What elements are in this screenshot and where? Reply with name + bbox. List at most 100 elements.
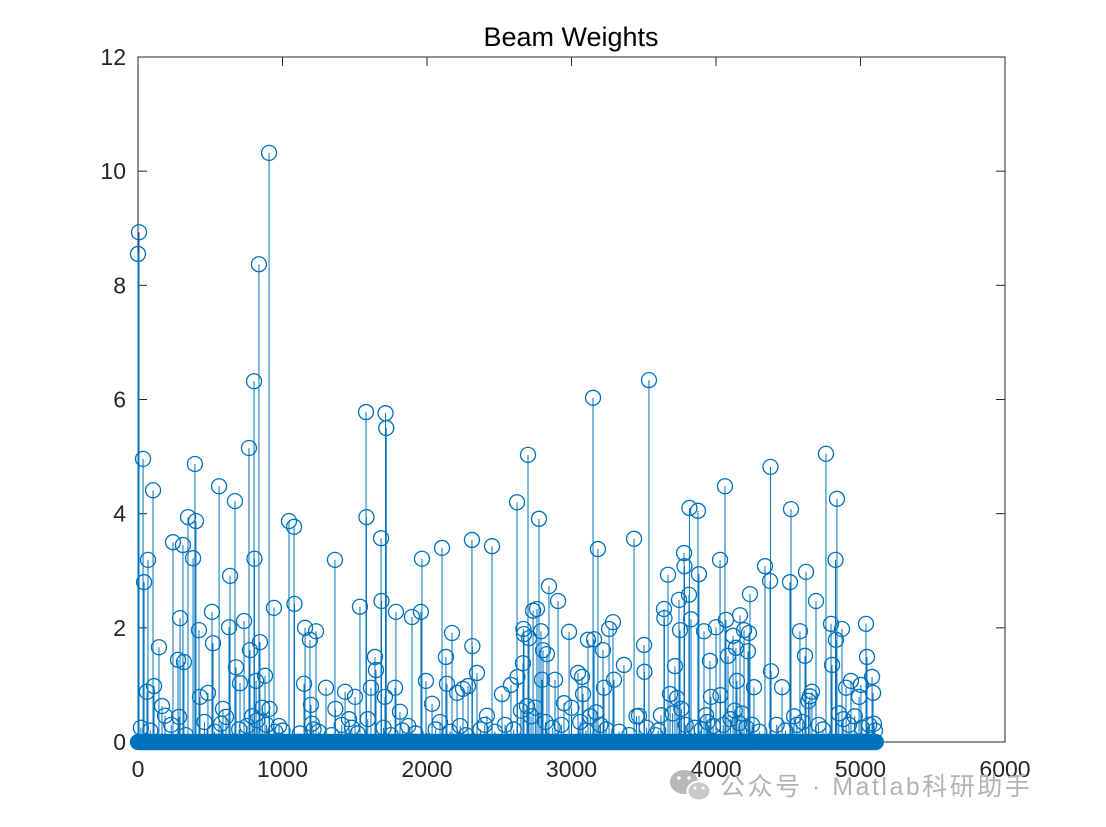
stem-marker xyxy=(417,672,435,690)
stem-marker xyxy=(227,659,245,676)
y-tick-label: 6 xyxy=(113,387,126,413)
stem-marker xyxy=(260,144,278,162)
stem-marker xyxy=(615,656,633,674)
stem-marker xyxy=(357,403,375,421)
stem-marker xyxy=(244,708,261,725)
stem-marker xyxy=(666,657,684,675)
stem-marker xyxy=(241,641,259,659)
stem-marker xyxy=(403,608,421,626)
stem-marker xyxy=(864,684,882,702)
stem-marker xyxy=(664,705,681,722)
stem-marker xyxy=(245,373,263,390)
stem-marker xyxy=(254,699,271,716)
stem-marker xyxy=(240,439,258,457)
stem-marker xyxy=(711,551,729,569)
stem-marker xyxy=(327,700,344,718)
axis-tick-labels: 0 1000 2000 3000 4000 5000 6000 0 2 4 6 8 10 12 xyxy=(100,44,1030,782)
x-tick-label: 0 xyxy=(132,756,145,782)
stem-marker xyxy=(246,550,263,567)
stem-marker xyxy=(739,643,757,660)
stem-marker xyxy=(573,668,591,686)
stem-marker xyxy=(569,664,587,682)
stem-marker xyxy=(676,558,693,575)
x-tick-label: 5000 xyxy=(835,756,886,782)
stem-marker xyxy=(493,685,511,703)
stem-marker xyxy=(515,625,533,643)
stem-marker xyxy=(768,716,785,734)
y-tick-label: 8 xyxy=(113,272,126,298)
stem-marker xyxy=(163,716,180,734)
stem-marker xyxy=(846,708,863,725)
stem-marker xyxy=(628,708,645,725)
stem-marker xyxy=(840,716,858,734)
stem-marker xyxy=(164,534,182,551)
watermark-text: 公众号 · Matlab科研助手 xyxy=(720,773,1032,801)
stem-marker xyxy=(716,478,734,495)
stem-marker xyxy=(681,499,698,517)
stem-marker xyxy=(134,450,152,468)
stem-marker xyxy=(212,715,230,732)
stem-marker xyxy=(515,620,532,638)
stem-marker xyxy=(186,455,204,473)
stem-marker xyxy=(605,671,623,688)
stem-marker xyxy=(534,641,552,659)
stem-marker xyxy=(145,677,163,695)
stem-marker xyxy=(135,574,153,591)
stem-marker xyxy=(822,615,840,632)
stem-marker xyxy=(852,676,870,694)
stem-marker xyxy=(250,256,268,273)
stem-marker xyxy=(387,603,405,620)
x-tick-label: 1000 xyxy=(257,756,308,782)
stem-marker xyxy=(727,639,745,656)
stem-marker xyxy=(527,699,544,716)
stem-marker xyxy=(286,595,303,613)
stem-marker xyxy=(579,631,597,648)
stem-marker xyxy=(204,635,222,652)
stem-marker xyxy=(423,695,441,712)
stem-marker xyxy=(563,699,580,716)
stem-marker xyxy=(530,510,548,527)
stem-marker xyxy=(150,639,168,656)
y-tick-label: 4 xyxy=(113,501,126,527)
stem-marker xyxy=(438,675,456,692)
stem-marker xyxy=(522,708,540,725)
stem-marker xyxy=(823,656,841,674)
stem-marker xyxy=(659,566,677,583)
stem-marker xyxy=(762,458,779,476)
stem-marker xyxy=(336,683,354,700)
stem-marker xyxy=(196,713,213,731)
stem-marker xyxy=(546,671,564,688)
stem-marker xyxy=(508,494,526,511)
stem-marker xyxy=(174,536,192,554)
stem-marker xyxy=(376,688,394,706)
stem-marker xyxy=(519,446,537,464)
stem-marker xyxy=(509,668,526,686)
stem-marker xyxy=(362,679,380,696)
stem-marker xyxy=(817,445,835,462)
stem-marker xyxy=(296,619,314,636)
stem-marker xyxy=(144,482,162,499)
stem-marker xyxy=(594,641,612,659)
stem-marker xyxy=(280,512,298,530)
stem-marker xyxy=(830,705,847,722)
stem-marker xyxy=(670,591,688,609)
stem-marker xyxy=(540,578,558,595)
stem-marker xyxy=(731,607,749,624)
wechat-icon xyxy=(670,770,712,802)
stem-marker xyxy=(656,609,673,627)
stem-marker xyxy=(437,648,455,666)
stem-marker xyxy=(796,647,814,664)
stem-marker xyxy=(762,663,780,680)
stem-marker xyxy=(210,478,228,495)
stem-marker xyxy=(857,615,875,632)
stem-marker xyxy=(333,716,350,734)
stem-marker xyxy=(413,550,431,567)
stem-marker xyxy=(740,624,758,642)
stem-marker xyxy=(235,612,253,630)
stem-marker xyxy=(587,704,605,721)
stem-marker xyxy=(190,621,208,639)
stem-marker xyxy=(270,717,288,735)
stem-marker xyxy=(807,592,825,610)
stem-marker xyxy=(735,621,753,639)
